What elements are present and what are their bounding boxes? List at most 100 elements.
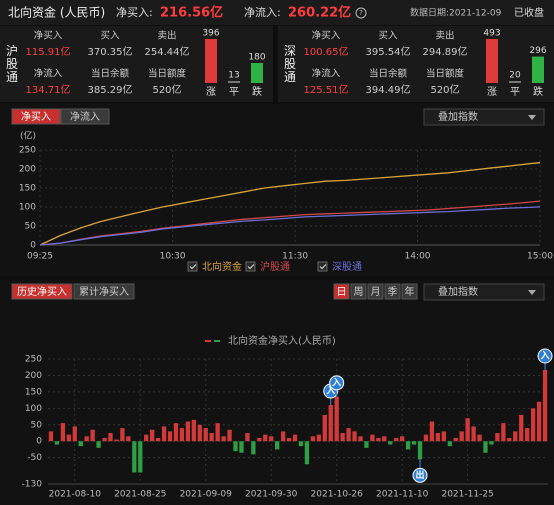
bar bbox=[269, 436, 274, 442]
count-label: 平 bbox=[229, 87, 239, 98]
y-tick-label: 100 bbox=[25, 404, 42, 414]
bar bbox=[453, 437, 458, 442]
cell-label: 净流入 bbox=[312, 68, 341, 80]
value: 260.22亿 bbox=[288, 5, 351, 21]
cell-value: 395.54亿 bbox=[366, 45, 411, 58]
tab-label: 净流入 bbox=[70, 110, 100, 123]
y-tick-label: 150 bbox=[25, 387, 42, 397]
series-line bbox=[39, 206, 541, 246]
bar bbox=[209, 433, 214, 442]
cell-value: 385.29亿 bbox=[88, 83, 133, 96]
cell-label: 卖出 bbox=[157, 30, 176, 42]
tab-label: 季 bbox=[388, 286, 398, 298]
bar bbox=[179, 428, 185, 442]
legend-checkbox[interactable] bbox=[187, 261, 198, 272]
legend-checkbox[interactable] bbox=[317, 261, 328, 272]
bar bbox=[126, 436, 131, 442]
bar bbox=[54, 441, 60, 445]
bar bbox=[203, 428, 208, 442]
legend-label: 北向资金净买入(人民币) bbox=[228, 334, 336, 347]
legend-label: 深股通 bbox=[332, 261, 362, 273]
bar bbox=[90, 429, 95, 442]
count-value: 180 bbox=[248, 53, 265, 63]
x-tick-label: 15:00 bbox=[527, 252, 553, 262]
bar bbox=[370, 434, 375, 442]
bar bbox=[411, 441, 417, 445]
legend-checkbox[interactable] bbox=[245, 261, 256, 272]
bar bbox=[447, 441, 452, 447]
bar bbox=[167, 431, 173, 442]
x-tick-label: 2021-08-25 bbox=[114, 490, 166, 500]
dropdown-arrow bbox=[528, 115, 536, 120]
title: 北向资金 (人民币) bbox=[8, 5, 105, 20]
marker bbox=[537, 348, 553, 364]
marker-label: 入 bbox=[331, 377, 341, 388]
bar bbox=[542, 370, 548, 442]
cell-value: 125.51亿 bbox=[304, 83, 349, 96]
y-tick-label: 200 bbox=[19, 165, 36, 175]
bar bbox=[346, 428, 351, 442]
tab-label: 净买入 bbox=[21, 110, 51, 123]
cell-label: 净买入 bbox=[34, 30, 63, 42]
x-tick-label: 10:30 bbox=[160, 252, 186, 262]
dropdown-label: 叠加指数 bbox=[438, 110, 478, 123]
tab[interactable] bbox=[384, 283, 401, 300]
bar bbox=[275, 441, 280, 450]
cell-label: 当日余额 bbox=[369, 68, 408, 80]
bar bbox=[280, 431, 286, 442]
bar bbox=[364, 441, 369, 448]
bar bbox=[191, 419, 196, 442]
bar bbox=[471, 426, 476, 442]
bar bbox=[417, 441, 423, 460]
x-tick-label: 2021-09-30 bbox=[245, 490, 298, 500]
bar bbox=[519, 414, 524, 442]
tab-label: 累计净买入 bbox=[79, 285, 129, 298]
tab[interactable] bbox=[401, 283, 418, 300]
tab[interactable] bbox=[11, 108, 61, 125]
help-icon[interactable] bbox=[355, 7, 367, 19]
bar bbox=[507, 437, 512, 442]
count-bar bbox=[205, 39, 217, 83]
y-tick-label: 100 bbox=[19, 203, 36, 213]
bar bbox=[513, 431, 518, 442]
bar bbox=[292, 434, 298, 442]
x-tick-label: 2021-11-25 bbox=[441, 490, 493, 500]
cell-label: 净流入 bbox=[34, 68, 63, 80]
bar bbox=[316, 434, 321, 442]
tab[interactable] bbox=[60, 108, 110, 125]
bar bbox=[328, 405, 333, 442]
bar bbox=[120, 428, 125, 442]
dropdown[interactable] bbox=[423, 108, 545, 126]
tab[interactable] bbox=[350, 283, 367, 300]
tab[interactable] bbox=[73, 283, 135, 300]
count-bar bbox=[251, 63, 263, 83]
cell-value: 134.71亿 bbox=[26, 83, 71, 96]
legend-check bbox=[189, 264, 197, 270]
bar bbox=[405, 441, 411, 450]
series-line bbox=[39, 200, 541, 246]
cell-value: 520亿 bbox=[430, 83, 459, 96]
label: 净流入: bbox=[244, 5, 281, 19]
bar bbox=[501, 423, 506, 442]
cell-label: 净买入 bbox=[312, 30, 341, 42]
y-tick-label: 250 bbox=[19, 146, 36, 156]
bar bbox=[423, 434, 429, 442]
count-value: 296 bbox=[529, 46, 546, 56]
cell-label: 买入 bbox=[100, 31, 120, 42]
panel-name: 沪股通 bbox=[5, 44, 19, 83]
tab[interactable] bbox=[11, 283, 73, 300]
count-label: 涨 bbox=[206, 86, 216, 98]
count-value: 20 bbox=[509, 71, 521, 81]
tab[interactable] bbox=[367, 283, 384, 300]
label: 净买入: bbox=[116, 5, 153, 19]
y-tick-label: 200 bbox=[25, 371, 42, 381]
tab-label: 日 bbox=[337, 287, 347, 298]
bar bbox=[322, 414, 327, 442]
dropdown[interactable] bbox=[423, 283, 545, 301]
count-bar bbox=[486, 39, 498, 83]
cell-label: 当日额度 bbox=[426, 68, 465, 80]
bar bbox=[239, 441, 244, 453]
tab[interactable] bbox=[333, 283, 350, 300]
cell-value: 100.65亿 bbox=[304, 45, 349, 58]
